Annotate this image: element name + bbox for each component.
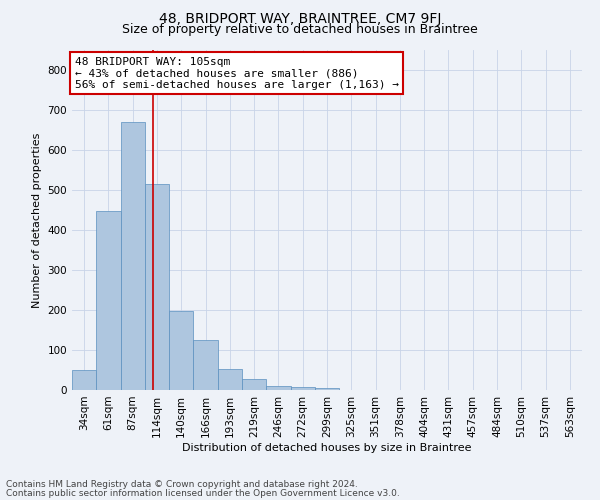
Bar <box>169 311 193 390</box>
Bar <box>290 387 315 390</box>
Bar <box>193 340 218 390</box>
Text: Contains public sector information licensed under the Open Government Licence v3: Contains public sector information licen… <box>6 488 400 498</box>
Y-axis label: Number of detached properties: Number of detached properties <box>32 132 42 308</box>
X-axis label: Distribution of detached houses by size in Braintree: Distribution of detached houses by size … <box>182 442 472 452</box>
Bar <box>96 211 121 390</box>
Bar <box>315 388 339 390</box>
Text: Size of property relative to detached houses in Braintree: Size of property relative to detached ho… <box>122 22 478 36</box>
Bar <box>218 369 242 390</box>
Bar <box>266 386 290 390</box>
Text: Contains HM Land Registry data © Crown copyright and database right 2024.: Contains HM Land Registry data © Crown c… <box>6 480 358 489</box>
Text: 48, BRIDPORT WAY, BRAINTREE, CM7 9FJ: 48, BRIDPORT WAY, BRAINTREE, CM7 9FJ <box>159 12 441 26</box>
Bar <box>145 184 169 390</box>
Bar <box>121 122 145 390</box>
Bar <box>242 379 266 390</box>
Text: 48 BRIDPORT WAY: 105sqm
← 43% of detached houses are smaller (886)
56% of semi-d: 48 BRIDPORT WAY: 105sqm ← 43% of detache… <box>74 57 398 90</box>
Bar <box>72 370 96 390</box>
